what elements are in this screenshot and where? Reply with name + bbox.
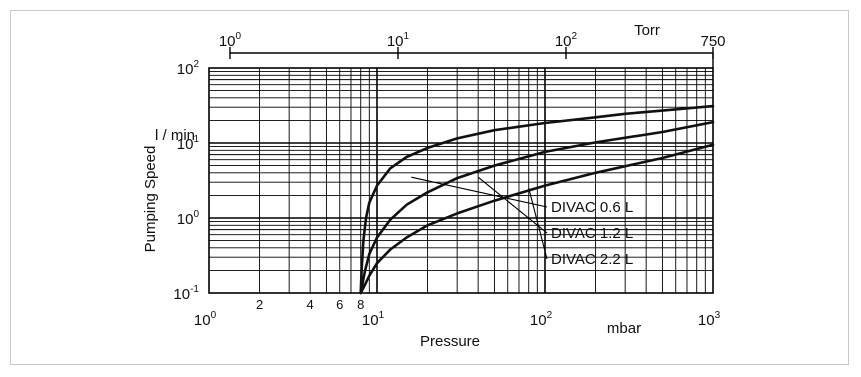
plot-border xyxy=(208,67,714,294)
legend-label: DIVAC 0.6 L xyxy=(551,199,633,216)
legend-label: DIVAC 1.2 L xyxy=(551,225,633,242)
series-lines xyxy=(359,104,715,295)
legend-leader-line xyxy=(477,176,548,234)
legend-leader-line xyxy=(528,188,548,260)
torr-tick-label: 100 xyxy=(219,31,242,50)
legend-leader-line xyxy=(411,176,548,208)
y-tick-label: 101 xyxy=(177,134,200,153)
x-axis-title: Pressure xyxy=(420,333,480,350)
series-line xyxy=(359,143,715,295)
x-axis-unit-bottom: mbar xyxy=(607,320,641,337)
x-tick-label: 103 xyxy=(698,310,721,329)
x-axis-unit-top: Torr xyxy=(634,22,660,39)
x-tick-label: 101 xyxy=(362,310,385,329)
series-line xyxy=(359,104,715,295)
legend-label: DIVAC 2.2 L xyxy=(551,251,633,268)
x-tick-label: 100 xyxy=(194,310,217,329)
y-tick-label: 102 xyxy=(177,59,200,78)
x-minor-tick-label: 4 xyxy=(307,297,314,312)
grid xyxy=(209,68,713,293)
x-minor-tick-label: 2 xyxy=(256,297,263,312)
torr-tick-label: 102 xyxy=(555,31,578,50)
x-tick-label: 102 xyxy=(530,310,553,329)
torr-tick-label: 750 xyxy=(700,33,725,50)
y-axis-unit: l / min xyxy=(155,127,195,144)
y-tick-label: 10-1 xyxy=(173,284,199,303)
axes xyxy=(208,47,714,294)
legend: DIVAC 0.6 L DIVAC 1.2 L DIVAC 2.2 L xyxy=(411,176,633,268)
y-axis-title: Pumping Speed xyxy=(142,146,159,253)
y-tick-label: 100 xyxy=(177,209,200,228)
tick-labels: 100 101 102 103 2 4 6 8 10-1 100 101 102 100 101 102 75… xyxy=(173,31,725,329)
series-line xyxy=(359,120,715,295)
torr-tick-label: 101 xyxy=(387,31,410,50)
chart-frame xyxy=(10,10,849,365)
x-minor-tick-label: 6 xyxy=(336,297,343,312)
x-minor-tick-label: 8 xyxy=(357,297,364,312)
